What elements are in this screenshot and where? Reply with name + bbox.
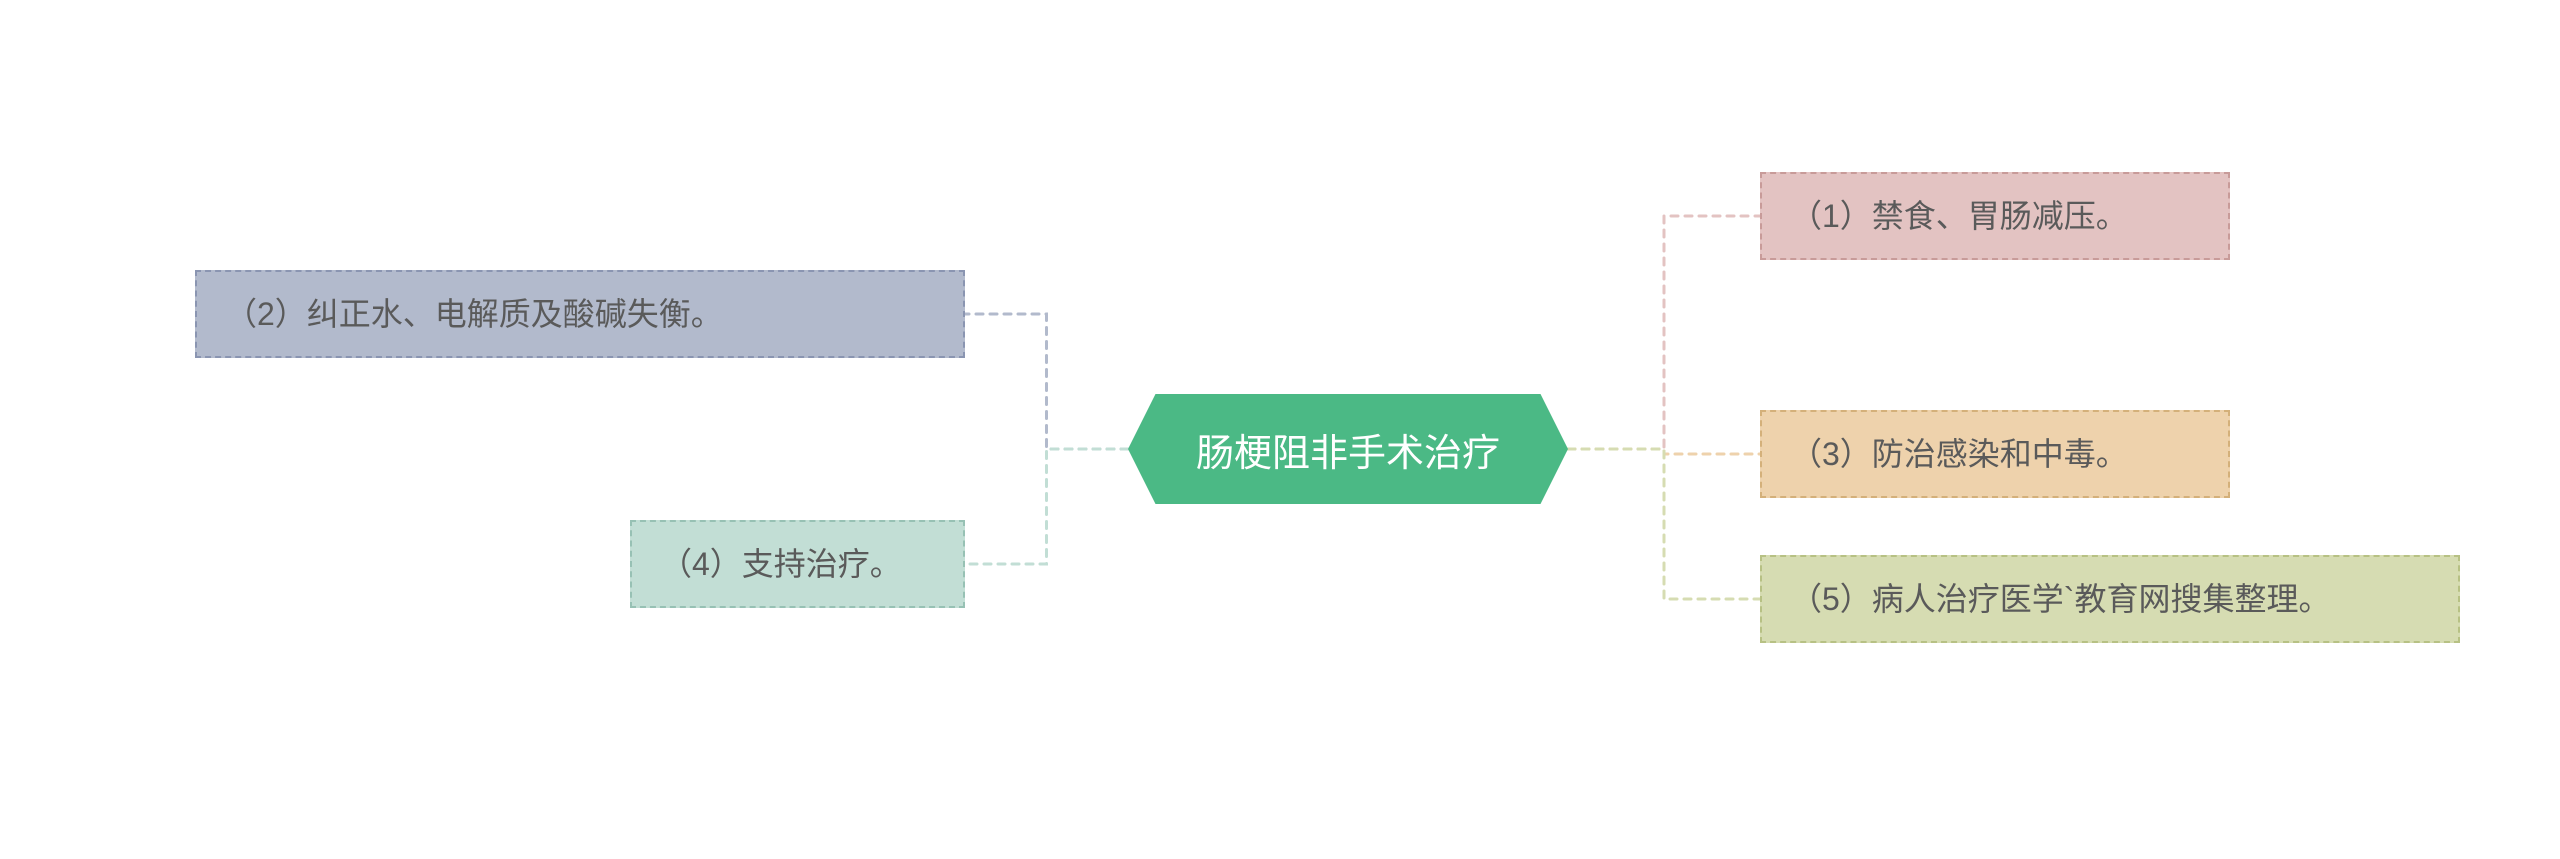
center-node: 肠梗阻非手术治疗 (1128, 394, 1568, 504)
leaf-label-n4: （4）支持治疗。 (660, 546, 902, 582)
mindmap-canvas: 肠梗阻非手术治疗 （2）纠正水、电解质及酸碱失衡。 （4）支持治疗。 （1）禁食、胃… (0, 0, 2560, 859)
center-label: 肠梗阻非手术治疗 (1196, 422, 1500, 477)
leaf-n2: （2）纠正水、电解质及酸碱失衡。 (195, 270, 965, 358)
leaf-n1: （1）禁食、胃肠减压。 (1760, 172, 2230, 260)
leaf-label-n5: （5）病人治疗医学`教育网搜集整理。 (1790, 581, 2330, 617)
leaf-n3: （3）防治感染和中毒。 (1760, 410, 2230, 498)
leaf-n4: （4）支持治疗。 (630, 520, 965, 608)
leaf-label-n3: （3）防治感染和中毒。 (1790, 436, 2128, 472)
leaf-label-n1: （1）禁食、胃肠减压。 (1790, 198, 2128, 234)
leaf-n5: （5）病人治疗医学`教育网搜集整理。 (1760, 555, 2460, 643)
leaf-label-n2: （2）纠正水、电解质及酸碱失衡。 (225, 296, 723, 332)
